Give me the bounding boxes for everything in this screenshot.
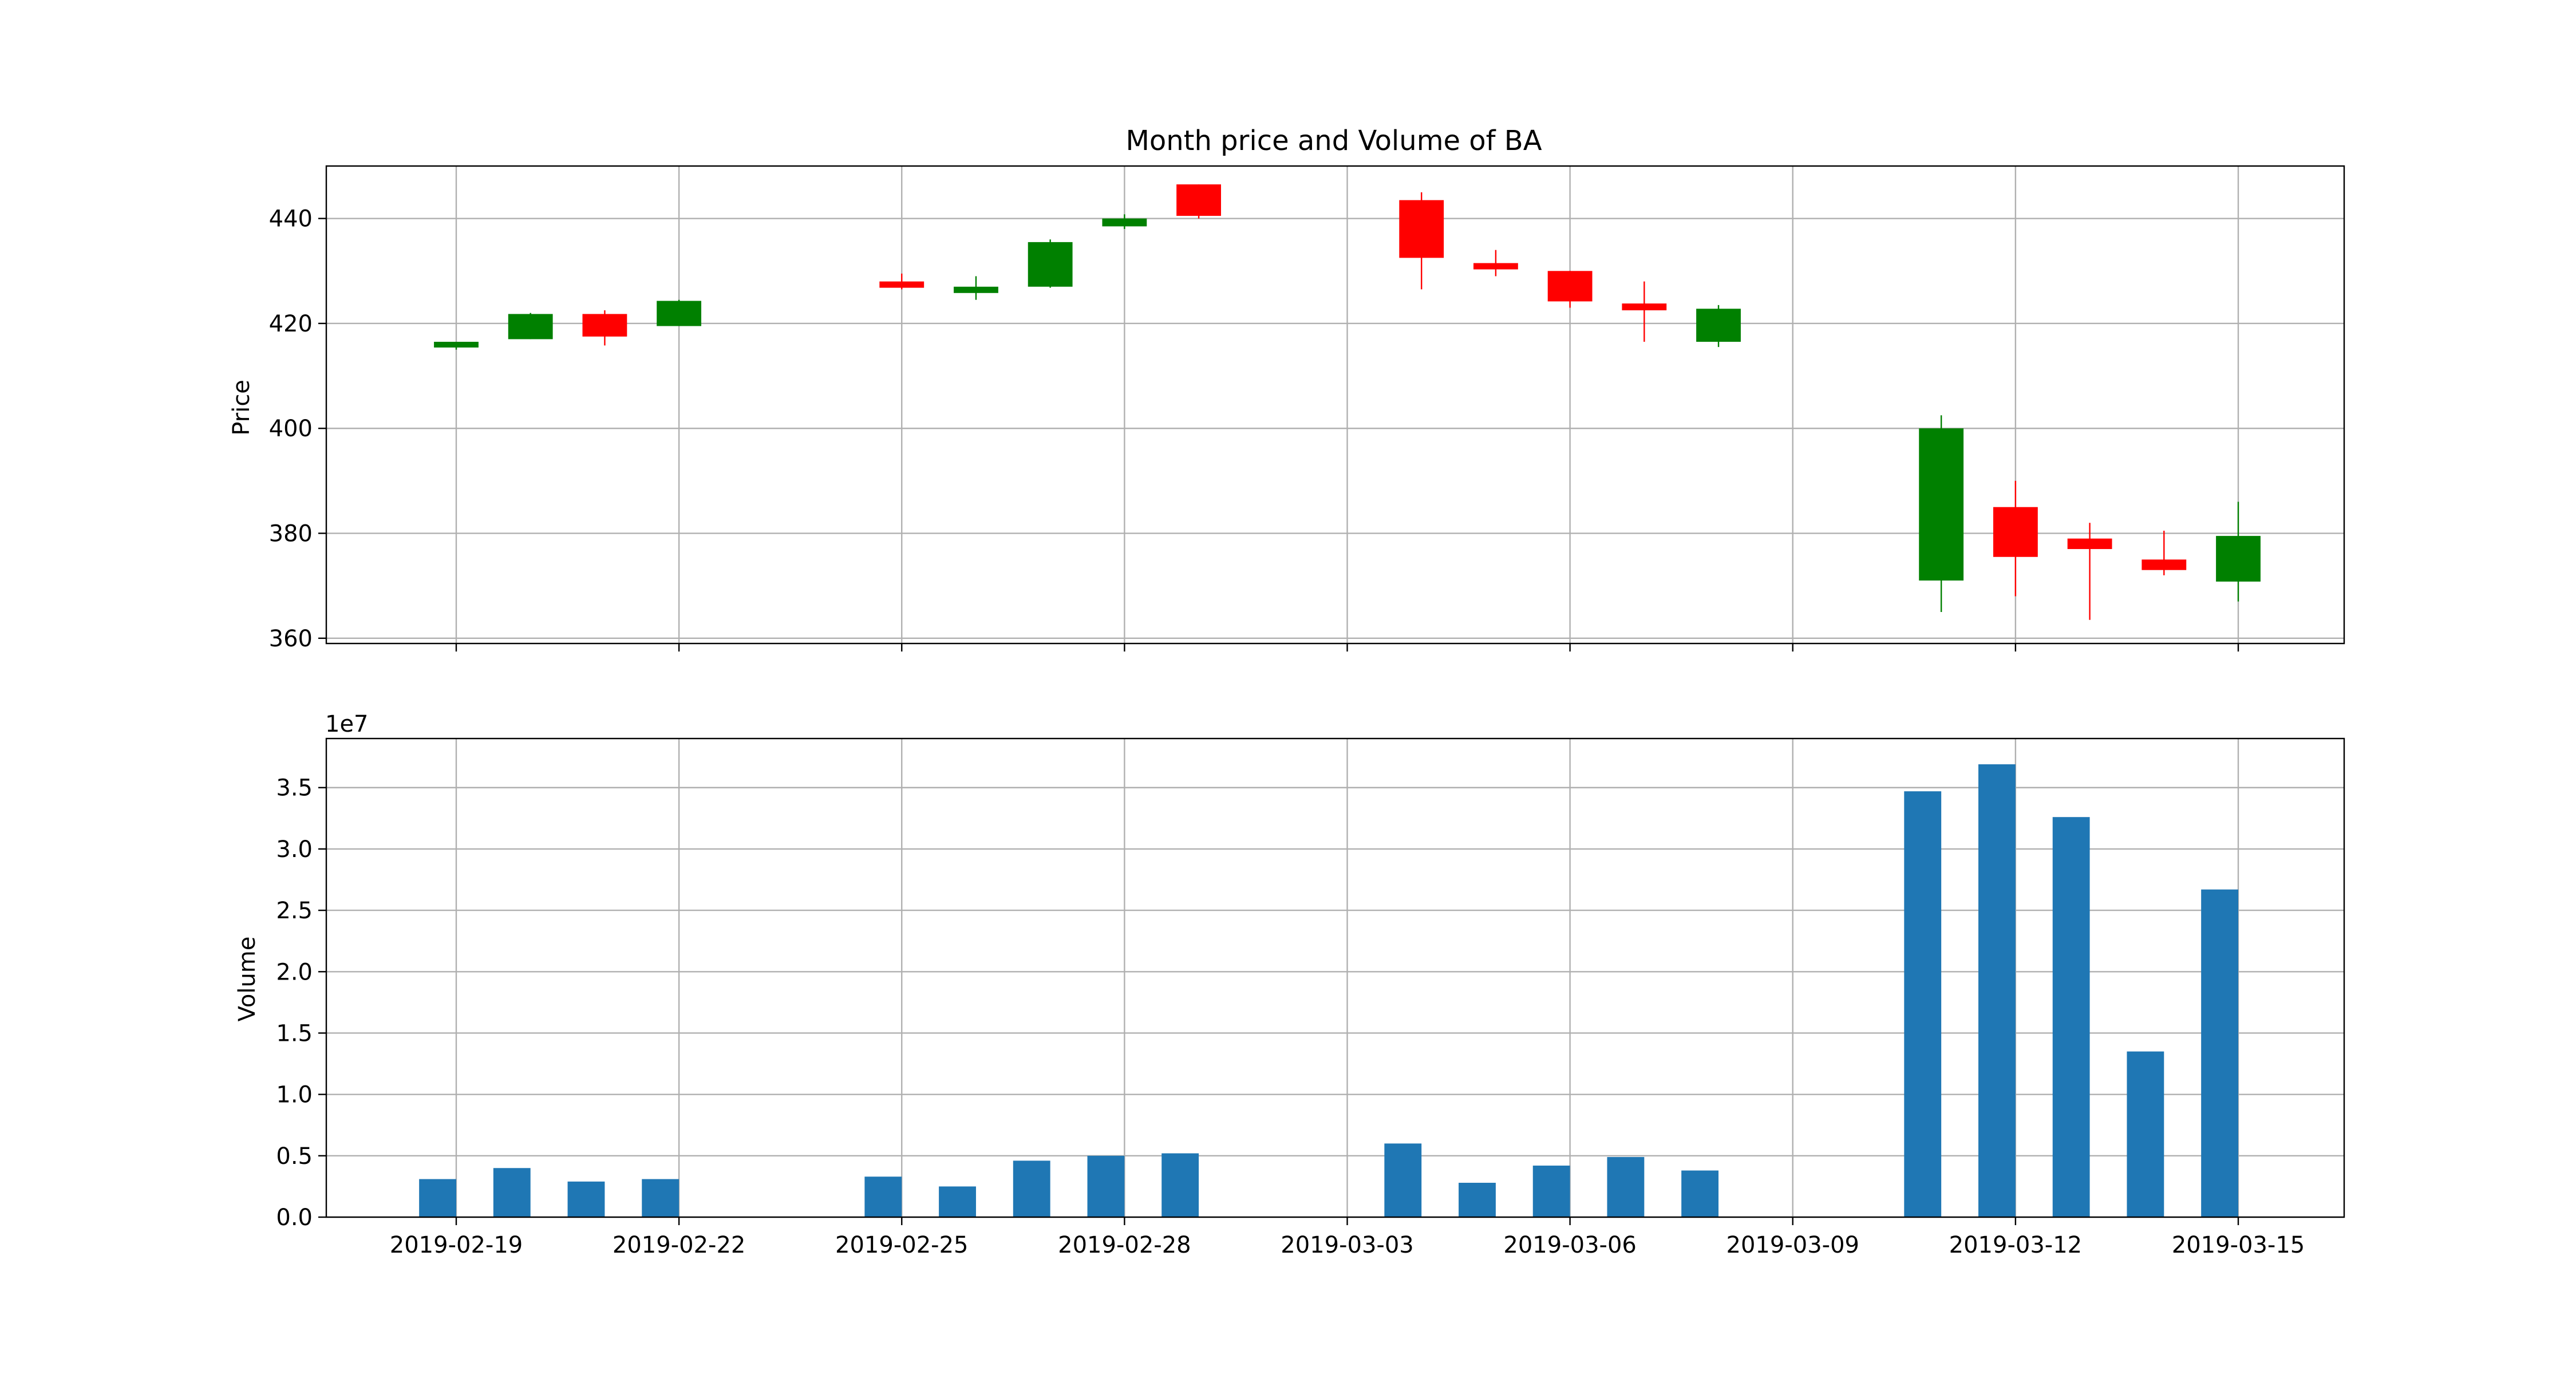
candle: [1547, 271, 1593, 308]
candle: [1696, 305, 1741, 348]
candle: [434, 342, 479, 350]
candle: [1399, 192, 1444, 290]
candle-body: [1622, 303, 1667, 311]
candle-body: [1919, 428, 1964, 581]
candle: [1993, 480, 2038, 597]
volume-bar: [1459, 1182, 1496, 1217]
volume-x-tick-label: 2019-02-25: [835, 1232, 968, 1258]
volume-y-tick-label: 1.0: [276, 1082, 313, 1108]
candle: [1028, 239, 1073, 288]
candle-body: [2067, 538, 2112, 550]
candle-body: [1473, 263, 1518, 270]
candle-body: [1993, 507, 2038, 557]
price-grid: [326, 166, 2344, 643]
candle: [1919, 415, 1964, 613]
candle: [1473, 250, 1518, 277]
candle-body: [508, 314, 553, 339]
volume-x-tick-label: 2019-03-12: [1949, 1232, 2082, 1258]
candle: [2142, 530, 2187, 575]
volume-bar: [1161, 1153, 1199, 1217]
price-y-tick-label: 440: [269, 206, 313, 232]
candle: [2067, 523, 2112, 620]
volume-y-tick-label: 2.0: [276, 959, 313, 985]
volume-bar: [1681, 1170, 1719, 1217]
price-plot-frame: [325, 165, 2345, 645]
candle-body: [1176, 184, 1221, 216]
price-y-tick-label: 360: [269, 626, 313, 652]
price-axis-label: Price: [228, 380, 255, 436]
volume-bar: [1384, 1143, 1422, 1217]
volume-bar: [2127, 1051, 2164, 1217]
price-y-tick-label: 400: [269, 416, 313, 442]
candle-body: [879, 281, 924, 288]
candle: [2216, 502, 2261, 602]
volume-bar: [864, 1176, 902, 1217]
price-y-tick-label: 420: [269, 311, 313, 337]
candle: [657, 299, 702, 326]
candle-body: [1547, 271, 1593, 302]
candle-body: [434, 342, 479, 348]
volume-y-tick-label: 1.5: [276, 1020, 313, 1047]
volume-bar: [493, 1168, 531, 1217]
volume-y-tick-label: 3.5: [276, 775, 313, 802]
candle: [1622, 281, 1667, 342]
volume-axes: 2019-02-19 2019-02-22 2019-02-25 2019-02-28…: [276, 737, 2345, 1258]
volume-y-tick-label: 0.5: [276, 1143, 313, 1170]
volume-bar: [1013, 1160, 1050, 1217]
candle-body: [2216, 536, 2261, 582]
volume-x-tick-label: 2019-03-03: [1281, 1232, 1413, 1258]
volume-y-tick-label: 0.0: [276, 1205, 313, 1231]
volume-bar: [1607, 1156, 1645, 1217]
volume-offset-text: 1e7: [325, 711, 369, 737]
volume-bar: [419, 1179, 456, 1217]
candle: [508, 313, 553, 339]
volume-bar: [1532, 1165, 1570, 1217]
candle-body: [582, 314, 627, 337]
candle: [1102, 214, 1147, 229]
price-y-tick-label: 380: [269, 521, 313, 547]
candle-body: [2142, 559, 2187, 570]
volume-x-tick-label: 2019-03-06: [1503, 1232, 1636, 1258]
volume-bar: [2052, 817, 2090, 1217]
volume-y-tick-label: 3.0: [276, 836, 313, 863]
price-axes: 360 380 400 420 440: [269, 165, 2345, 652]
candle: [582, 310, 627, 346]
candle-body: [1399, 200, 1444, 258]
volume-x-tick-label: 2019-02-28: [1058, 1232, 1191, 1258]
volume-bar: [2201, 889, 2238, 1217]
volume-bar: [567, 1181, 605, 1217]
volume-y-tick-label: 2.5: [276, 898, 313, 924]
volume-axis-label: Volume: [234, 937, 260, 1022]
candle-body: [1102, 218, 1147, 227]
volume-plot-frame: [325, 737, 2345, 1218]
candle-body: [1696, 309, 1741, 342]
volume-bars: [419, 764, 2238, 1217]
volume-bar: [642, 1179, 679, 1217]
candle: [879, 273, 924, 290]
volume-x-tick-label: 2019-03-15: [2172, 1232, 2305, 1258]
candle-body: [1028, 242, 1073, 287]
volume-x-tick-label: 2019-02-19: [390, 1232, 523, 1258]
volume-bar: [939, 1186, 976, 1217]
candle: [1176, 184, 1221, 219]
chart-title: Month price and Volume of BA: [1125, 125, 1542, 157]
volume-x-tick-label: 2019-02-22: [613, 1232, 745, 1258]
volume-bar: [1087, 1155, 1125, 1217]
volume-bar: [1978, 764, 2016, 1217]
volume-x-tick-label: 2019-03-09: [1726, 1232, 1859, 1258]
volume-bar: [1904, 791, 1942, 1217]
price-candles: [434, 184, 2261, 620]
candle: [954, 276, 998, 300]
candle-body: [657, 301, 702, 326]
candle-body: [954, 286, 998, 293]
